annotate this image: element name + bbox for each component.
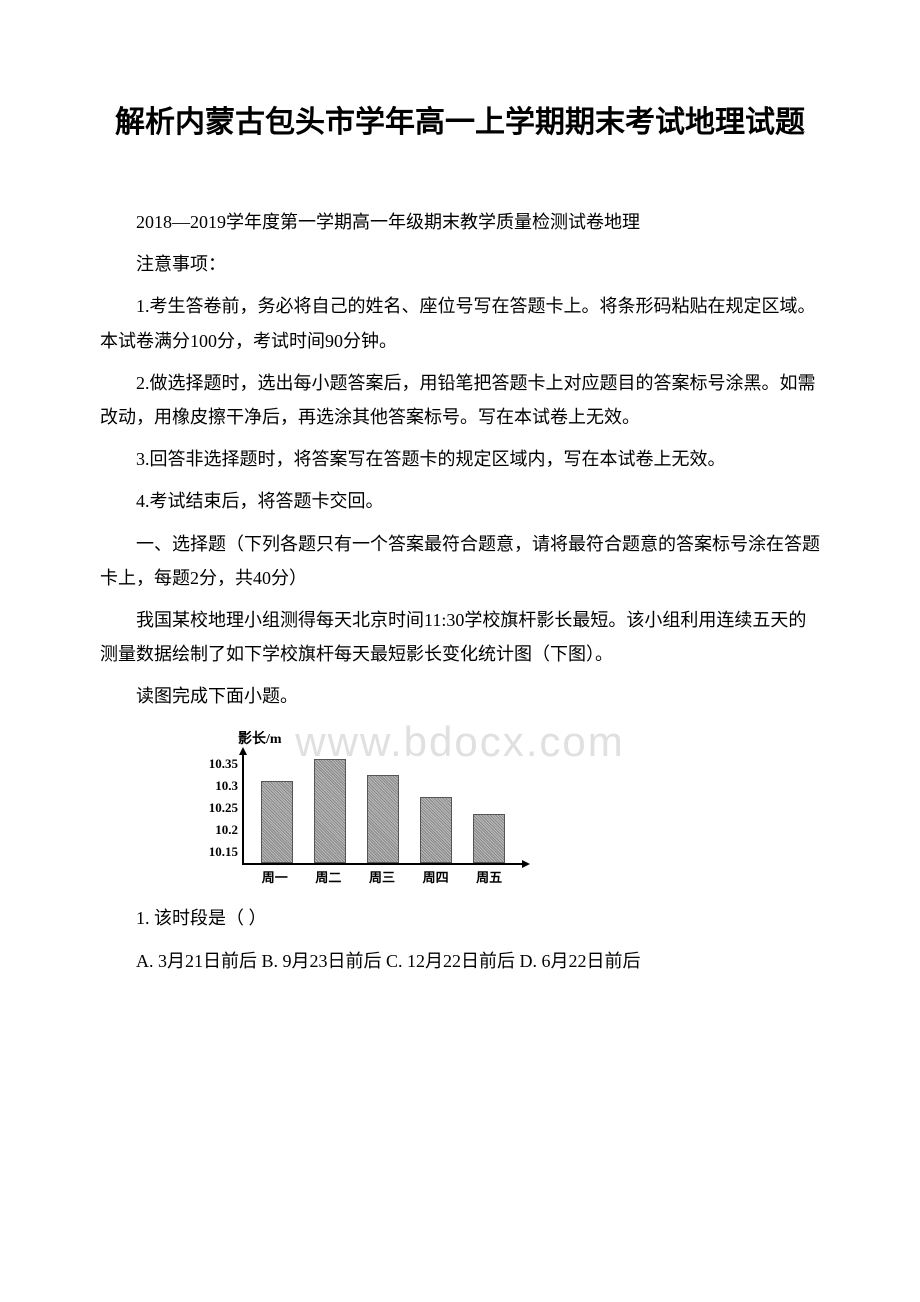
chart-bar <box>473 814 505 864</box>
paragraph-question-context: 我国某校地理小组测得每天北京时间11:30学校旗杆影长最短。该小组利用连续五天的… <box>100 603 820 671</box>
chart-x-axis-labels: 周一 周二 周三 周四 周五 <box>242 865 522 886</box>
y-tick: 10.15 <box>200 845 238 865</box>
x-label: 周五 <box>473 867 505 886</box>
document-content: www.bdocx.com 解析内蒙古包头市学年高一上学期期末考试地理试题 20… <box>100 100 820 978</box>
paragraph-section-heading: 一、选择题（下列各题只有一个答案最符合题意，请将最符合题意的答案标号涂在答题卡上… <box>100 527 820 595</box>
y-axis-arrow-icon <box>239 747 247 755</box>
paragraph-header: 2018—2019学年度第一学期高一年级期末教学质量检测试卷地理 <box>100 205 820 239</box>
paragraph-notice-heading: 注意事项： <box>100 247 820 281</box>
x-label: 周三 <box>366 867 398 886</box>
chart-plot-wrapper: 10.35 10.3 10.25 10.2 10.15 <box>200 750 540 865</box>
paragraph-instruction-3: 3.回答非选择题时，将答案写在答题卡的规定区域内，写在本试卷上无效。 <box>100 442 820 476</box>
shadow-length-chart: 影长/m 10.35 10.3 10.25 10.2 10.15 周一 周二 <box>200 728 540 886</box>
paragraph-question-1-options: A. 3月21日前后 B. 9月23日前后 C. 12月22日前后 D. 6月2… <box>100 944 820 978</box>
y-tick: 10.2 <box>200 823 238 843</box>
y-tick: 10.3 <box>200 779 238 799</box>
chart-bar <box>420 797 452 863</box>
chart-bar <box>367 775 399 863</box>
paragraph-instruction-1: 1.考生答卷前，务必将自己的姓名、座位号写在答题卡上。将条形码粘贴在规定区域。本… <box>100 289 820 357</box>
chart-plot-area <box>242 755 522 865</box>
chart-bar <box>261 781 293 864</box>
y-tick: 10.35 <box>200 757 238 777</box>
paragraph-instruction-2: 2.做选择题时，选出每小题答案后，用铅笔把答题卡上对应题目的答案标号涂黑。如需改… <box>100 366 820 434</box>
x-label: 周一 <box>259 867 291 886</box>
x-axis-arrow-icon <box>522 860 530 868</box>
chart-y-axis-ticks: 10.35 10.3 10.25 10.2 10.15 <box>200 755 238 865</box>
document-title: 解析内蒙古包头市学年高一上学期期末考试地理试题 <box>100 100 820 145</box>
chart-y-axis-label: 影长/m <box>238 728 540 748</box>
paragraph-question-1: 1. 该时段是（ ） <box>100 901 820 935</box>
x-label: 周四 <box>420 867 452 886</box>
x-label: 周二 <box>312 867 344 886</box>
chart-bar <box>314 759 346 864</box>
paragraph-read-instruction: 读图完成下面小题。 <box>100 679 820 713</box>
y-tick: 10.25 <box>200 801 238 821</box>
paragraph-instruction-4: 4.考试结束后，将答题卡交回。 <box>100 484 820 518</box>
